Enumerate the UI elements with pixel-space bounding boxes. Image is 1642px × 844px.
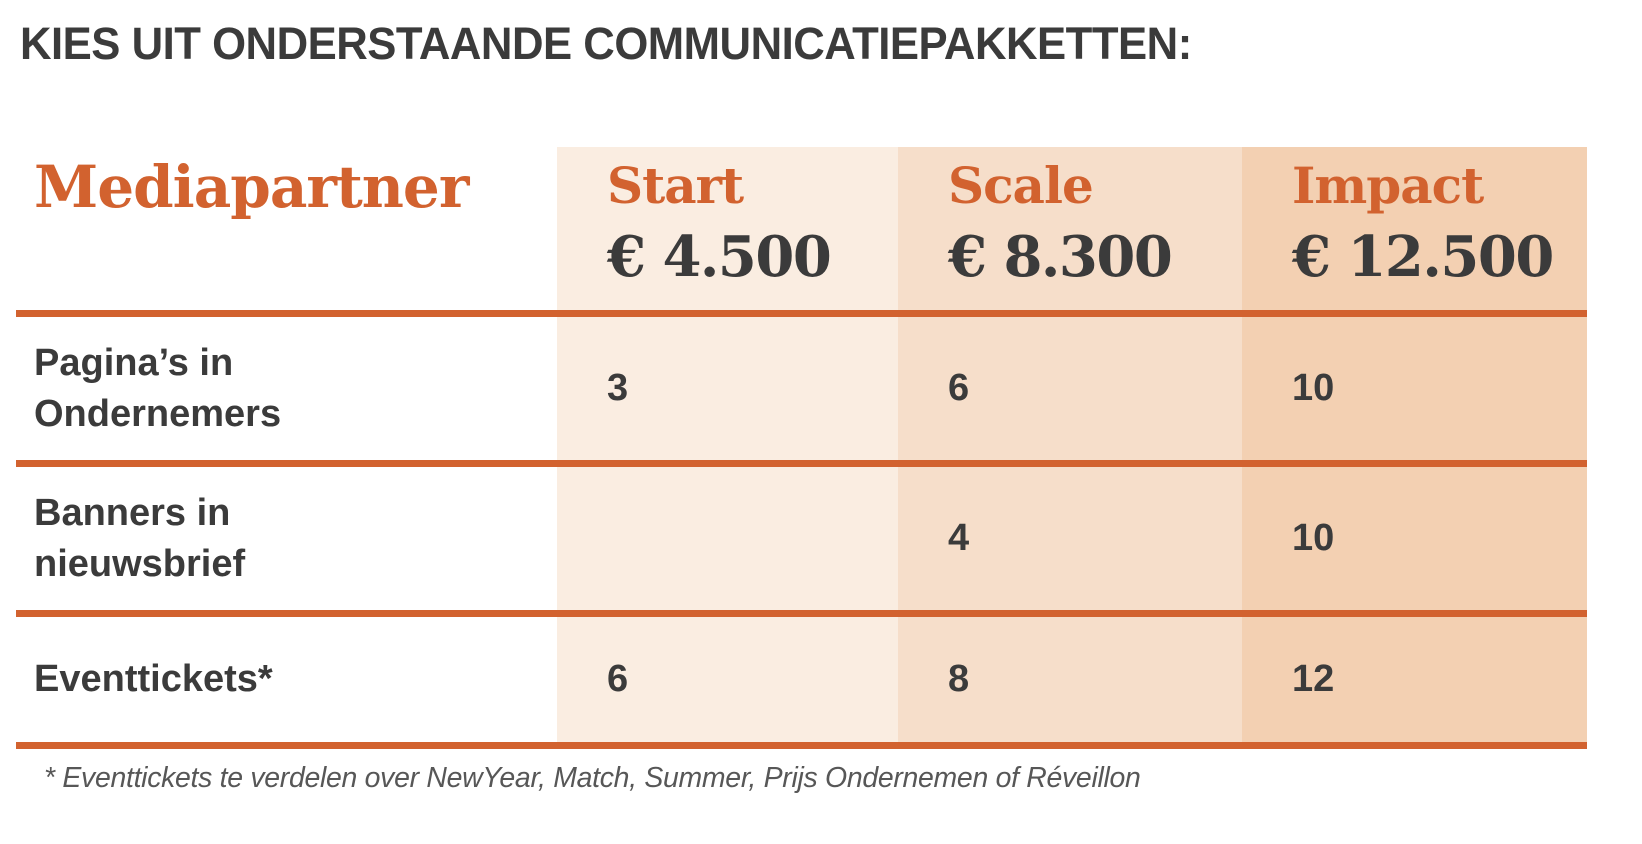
cell-value: 10: [1242, 317, 1587, 460]
table-row-eventtickets: Eventtickets* 6 8 12: [16, 617, 1587, 749]
cell-value: 6: [557, 617, 898, 742]
cell-value: 8: [898, 617, 1242, 742]
footnote: * Eventtickets te verdelen over NewYear,…: [44, 762, 1141, 794]
table-row-banners: Banners in nieuwsbrief 4 10: [16, 467, 1587, 617]
row-label: Pagina’s in Ondernemers: [16, 317, 557, 460]
pricing-table: Mediapartner Start € 4.500 Scale € 8.300…: [16, 147, 1587, 749]
corner-header-mediapartner: Mediapartner: [16, 147, 557, 310]
cell-value: 3: [557, 317, 898, 460]
package-name: Impact: [1292, 156, 1484, 215]
package-price: € 8.300: [948, 224, 1173, 290]
table-row-paginas: Pagina’s in Ondernemers 3 6 10: [16, 317, 1587, 467]
cell-value: 6: [898, 317, 1242, 460]
cell-value: [557, 467, 898, 610]
column-header-impact: Impact € 12.500: [1242, 147, 1587, 310]
column-header-start: Start € 4.500: [557, 147, 898, 310]
row-label: Eventtickets*: [16, 617, 557, 742]
page-title: KIES UIT ONDERSTAANDE COMMUNICATIEPAKKET…: [20, 18, 1192, 69]
cell-value: 10: [1242, 467, 1587, 610]
cell-value: 12: [1242, 617, 1587, 742]
column-header-scale: Scale € 8.300: [898, 147, 1242, 310]
package-name: Start: [607, 156, 744, 215]
package-price: € 4.500: [607, 224, 832, 290]
table-header-row: Mediapartner Start € 4.500 Scale € 8.300…: [16, 147, 1587, 317]
package-price: € 12.500: [1292, 224, 1554, 290]
row-label: Banners in nieuwsbrief: [16, 467, 557, 610]
package-name: Scale: [948, 156, 1094, 215]
cell-value: 4: [898, 467, 1242, 610]
